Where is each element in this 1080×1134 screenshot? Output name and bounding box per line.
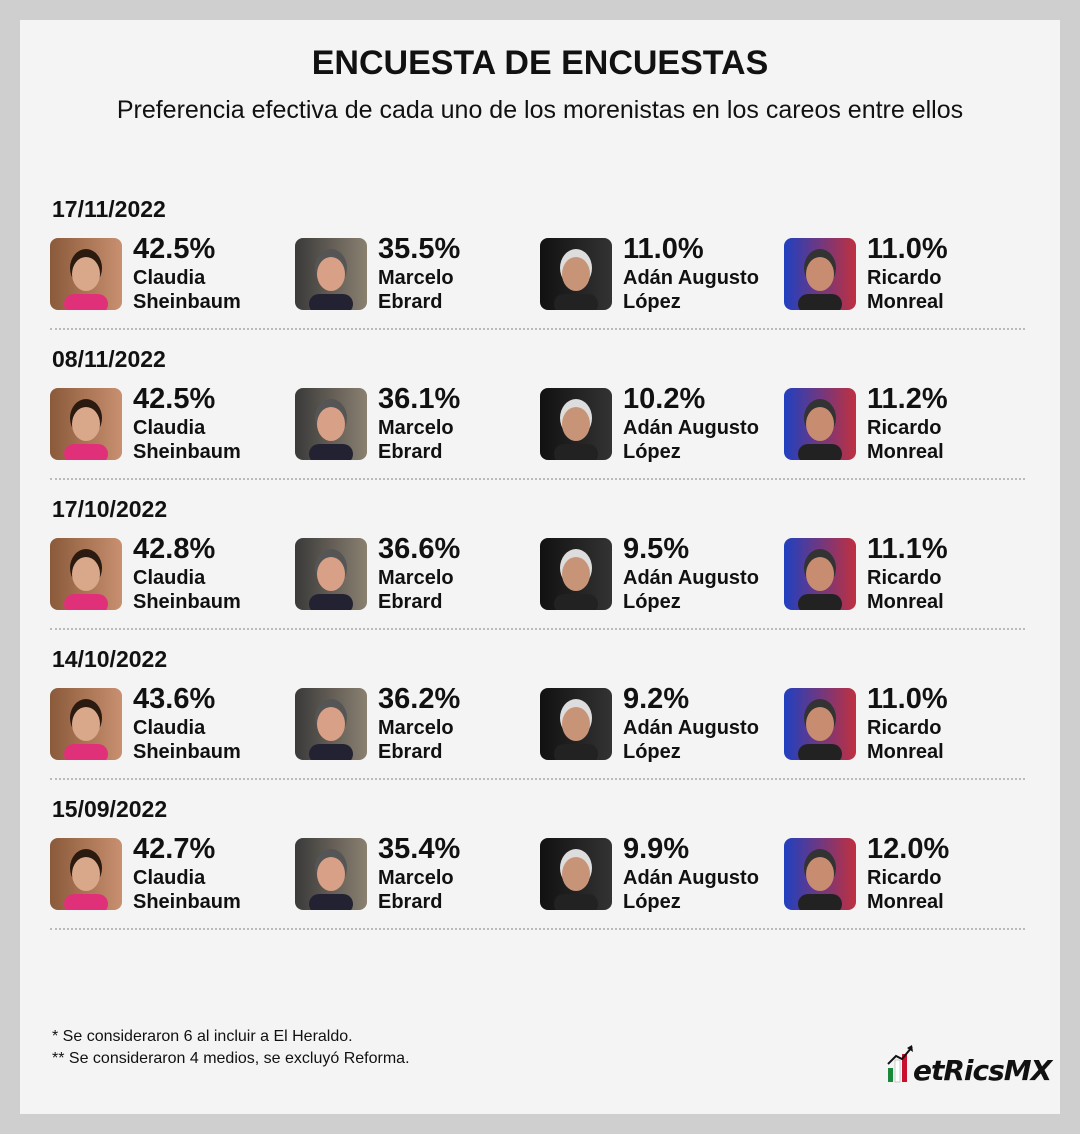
candidate-name: Marcelo bbox=[378, 567, 454, 589]
candidate-name: Monreal bbox=[867, 741, 944, 763]
candidate-photo bbox=[50, 838, 122, 910]
candidate-name: Adán Augusto bbox=[623, 717, 759, 739]
candidate-photo bbox=[784, 538, 856, 610]
separator bbox=[50, 478, 1025, 480]
subtitle: Preferencia efectiva de cada uno de los … bbox=[116, 96, 964, 124]
candidate-name: López bbox=[623, 591, 681, 613]
footnote: * Se consideraron 6 al incluir a El Hera… bbox=[52, 1028, 353, 1045]
candidate-photo bbox=[540, 688, 612, 760]
logo: etRicsMX bbox=[913, 1054, 1052, 1087]
candidate-name: Sheinbaum bbox=[133, 291, 241, 313]
candidate-photo bbox=[295, 388, 367, 460]
candidate-percent: 42.5% bbox=[133, 383, 216, 415]
candidate-name: Claudia bbox=[133, 267, 206, 289]
candidate-percent: 35.4% bbox=[378, 833, 461, 865]
poll-date: 08/11/2022 bbox=[52, 346, 166, 372]
candidate-percent: 9.9% bbox=[623, 833, 690, 865]
candidate-name: Claudia bbox=[133, 867, 206, 889]
candidate-name: Ebrard bbox=[378, 441, 443, 463]
candidate-name: Monreal bbox=[867, 441, 944, 463]
candidate-percent: 11.1% bbox=[867, 533, 948, 565]
candidate-name: López bbox=[623, 741, 681, 763]
candidate-percent: 36.6% bbox=[378, 533, 461, 565]
candidate-name: Monreal bbox=[867, 891, 944, 913]
candidate-name: Monreal bbox=[867, 591, 944, 613]
candidate-photo bbox=[784, 388, 856, 460]
candidate-percent: 10.2% bbox=[623, 383, 706, 415]
candidate-photo bbox=[784, 688, 856, 760]
candidate-percent: 11.2% bbox=[867, 383, 948, 415]
candidate-name: Adán Augusto bbox=[623, 267, 759, 289]
separator bbox=[50, 328, 1025, 330]
candidate-name: Adán Augusto bbox=[623, 417, 759, 439]
candidate-photo bbox=[540, 838, 612, 910]
candidate-photo bbox=[540, 238, 612, 310]
candidate-name: Sheinbaum bbox=[133, 891, 241, 913]
candidate-name: Marcelo bbox=[378, 267, 454, 289]
candidate-photo bbox=[784, 838, 856, 910]
candidate-photo bbox=[50, 538, 122, 610]
candidate-name: Ebrard bbox=[378, 591, 443, 613]
candidate-name: Ricardo bbox=[867, 867, 942, 889]
candidate-percent: 43.6% bbox=[133, 683, 216, 715]
candidate-photo bbox=[540, 538, 612, 610]
candidate-photo bbox=[295, 838, 367, 910]
candidate-name: Claudia bbox=[133, 417, 206, 439]
candidate-percent: 42.7% bbox=[133, 833, 216, 865]
candidate-name: López bbox=[623, 441, 681, 463]
candidate-name: Claudia bbox=[133, 567, 206, 589]
logo-icon bbox=[887, 1045, 913, 1083]
candidate-percent: 36.1% bbox=[378, 383, 461, 415]
poll-date: 17/10/2022 bbox=[52, 496, 168, 522]
candidate-name: Marcelo bbox=[378, 867, 454, 889]
candidate-photo bbox=[540, 388, 612, 460]
poll-date: 17/11/2022 bbox=[52, 196, 166, 222]
candidate-name: Adán Augusto bbox=[623, 867, 759, 889]
candidate-name: Ricardo bbox=[867, 717, 942, 739]
candidate-photo bbox=[50, 688, 122, 760]
candidate-name: Monreal bbox=[867, 291, 944, 313]
poll-date: 15/09/2022 bbox=[52, 796, 168, 822]
title: ENCUESTA DE ENCUESTAS bbox=[311, 44, 769, 82]
candidate-photo bbox=[295, 238, 367, 310]
candidate-name: Ebrard bbox=[378, 891, 443, 913]
candidate-name: Ricardo bbox=[867, 267, 942, 289]
candidate-photo bbox=[784, 238, 856, 310]
candidate-name: Claudia bbox=[133, 717, 206, 739]
candidate-name: Ebrard bbox=[378, 741, 443, 763]
candidate-name: López bbox=[623, 891, 681, 913]
candidate-photo bbox=[50, 388, 122, 460]
candidate-name: Marcelo bbox=[378, 417, 454, 439]
candidate-name: Ebrard bbox=[378, 291, 443, 313]
candidate-photo bbox=[50, 238, 122, 310]
candidate-percent: 11.0% bbox=[623, 233, 704, 265]
panel: ENCUESTA DE ENCUESTAS Preferencia efecti… bbox=[20, 20, 1060, 1114]
candidate-percent: 11.0% bbox=[867, 233, 948, 265]
candidate-name: Adán Augusto bbox=[623, 567, 759, 589]
candidate-name: Sheinbaum bbox=[133, 591, 241, 613]
candidate-percent: 11.0% bbox=[867, 683, 948, 715]
candidate-name: Ricardo bbox=[867, 567, 942, 589]
footnote: ** Se consideraron 4 medios, se excluyó … bbox=[52, 1050, 410, 1067]
candidate-percent: 9.5% bbox=[623, 533, 690, 565]
separator bbox=[50, 628, 1025, 630]
candidate-percent: 42.5% bbox=[133, 233, 216, 265]
separator bbox=[50, 928, 1025, 930]
candidate-name: López bbox=[623, 291, 681, 313]
candidate-name: Marcelo bbox=[378, 717, 454, 739]
candidate-photo bbox=[295, 688, 367, 760]
separator bbox=[50, 778, 1025, 780]
candidate-name: Ricardo bbox=[867, 417, 942, 439]
candidate-name: Sheinbaum bbox=[133, 741, 241, 763]
candidate-name: Sheinbaum bbox=[133, 441, 241, 463]
candidate-photo bbox=[295, 538, 367, 610]
candidate-percent: 42.8% bbox=[133, 533, 216, 565]
poll-date: 14/10/2022 bbox=[52, 646, 168, 672]
candidate-percent: 9.2% bbox=[623, 683, 690, 715]
candidate-percent: 35.5% bbox=[378, 233, 461, 265]
candidate-percent: 36.2% bbox=[378, 683, 461, 715]
candidate-percent: 12.0% bbox=[867, 833, 950, 865]
